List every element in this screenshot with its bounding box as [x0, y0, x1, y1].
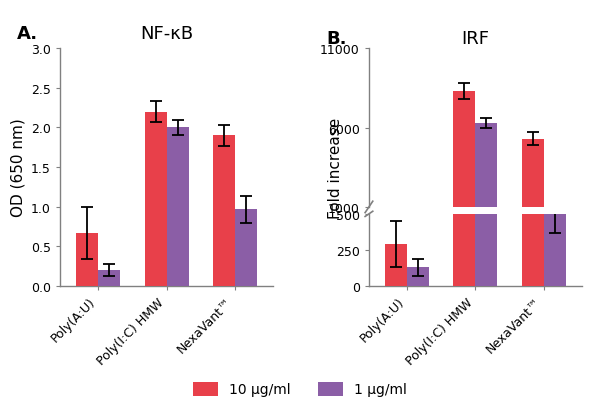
Bar [544, 215, 566, 223]
Bar [454, 92, 475, 223]
Legend: 10 μg/ml, 1 μg/ml: 10 μg/ml, 1 μg/ml [187, 376, 413, 402]
Y-axis label: OD (650 nm): OD (650 nm) [10, 119, 25, 217]
Text: Fold increase: Fold increase [328, 117, 343, 218]
Bar [544, 214, 566, 286]
Bar [385, 219, 407, 223]
Text: IRF: IRF [461, 30, 490, 48]
Bar [385, 245, 407, 286]
Text: NF-κB: NF-κB [140, 25, 193, 43]
Bar [454, 0, 475, 286]
Bar [475, 124, 497, 223]
Bar [98, 270, 120, 286]
Bar [522, 139, 544, 223]
Bar [76, 233, 98, 286]
Bar [167, 128, 188, 286]
Bar [475, 0, 497, 286]
Bar [522, 0, 544, 286]
Text: B.: B. [326, 30, 347, 48]
Bar [145, 112, 167, 286]
Bar [235, 209, 257, 286]
Bar [407, 267, 429, 286]
Text: A.: A. [17, 25, 38, 43]
Bar [407, 221, 429, 223]
Bar [213, 136, 235, 286]
